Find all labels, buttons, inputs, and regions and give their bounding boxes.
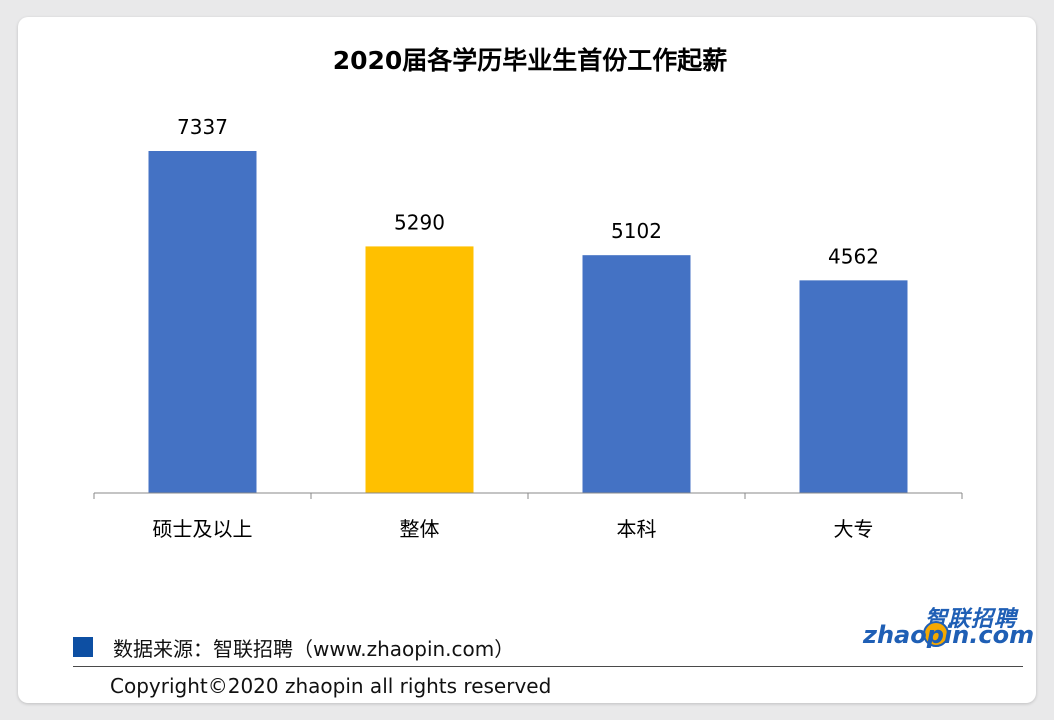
- data-label: 7337: [177, 115, 228, 139]
- data-label: 4562: [828, 244, 879, 268]
- x-tick-label: 硕士及以上: [153, 517, 253, 541]
- data-label: 5102: [611, 219, 662, 243]
- source-text: 数据来源：智联招聘（www.zhaopin.com）: [113, 637, 515, 661]
- bar: [582, 255, 691, 493]
- legend-square: [73, 637, 93, 657]
- x-tick-label: 整体: [400, 517, 440, 541]
- x-tick-label: 大专: [834, 517, 874, 541]
- copyright-text: Copyright©2020 zhaopin all rights reserv…: [110, 674, 552, 698]
- chart-card: 2020届各学历毕业生首份工作起薪 7337 硕士及以上 5290 整体 5102 本科 4…: [18, 17, 1036, 703]
- bar-chart: 2020届各学历毕业生首份工作起薪 7337 硕士及以上 5290 整体 5102 本科 4…: [93, 46, 963, 541]
- data-label: 5290: [394, 210, 445, 234]
- logo-dot-icon: [923, 621, 949, 647]
- bar: [365, 246, 474, 493]
- zhaopin-logo-icon: 智联招聘 zhaopin.com: [863, 601, 1034, 651]
- logo-en-text: zhaopin.com: [863, 621, 1035, 649]
- chart-title: 2020届各学历毕业生首份工作起薪: [333, 46, 728, 75]
- bar: [148, 151, 257, 493]
- bar: [799, 280, 908, 493]
- bars-layer: 7337 硕士及以上 5290 整体 5102 本科 4562 大专: [93, 115, 963, 541]
- x-tick-label: 本科: [617, 517, 657, 541]
- footer-divider: [73, 666, 1023, 667]
